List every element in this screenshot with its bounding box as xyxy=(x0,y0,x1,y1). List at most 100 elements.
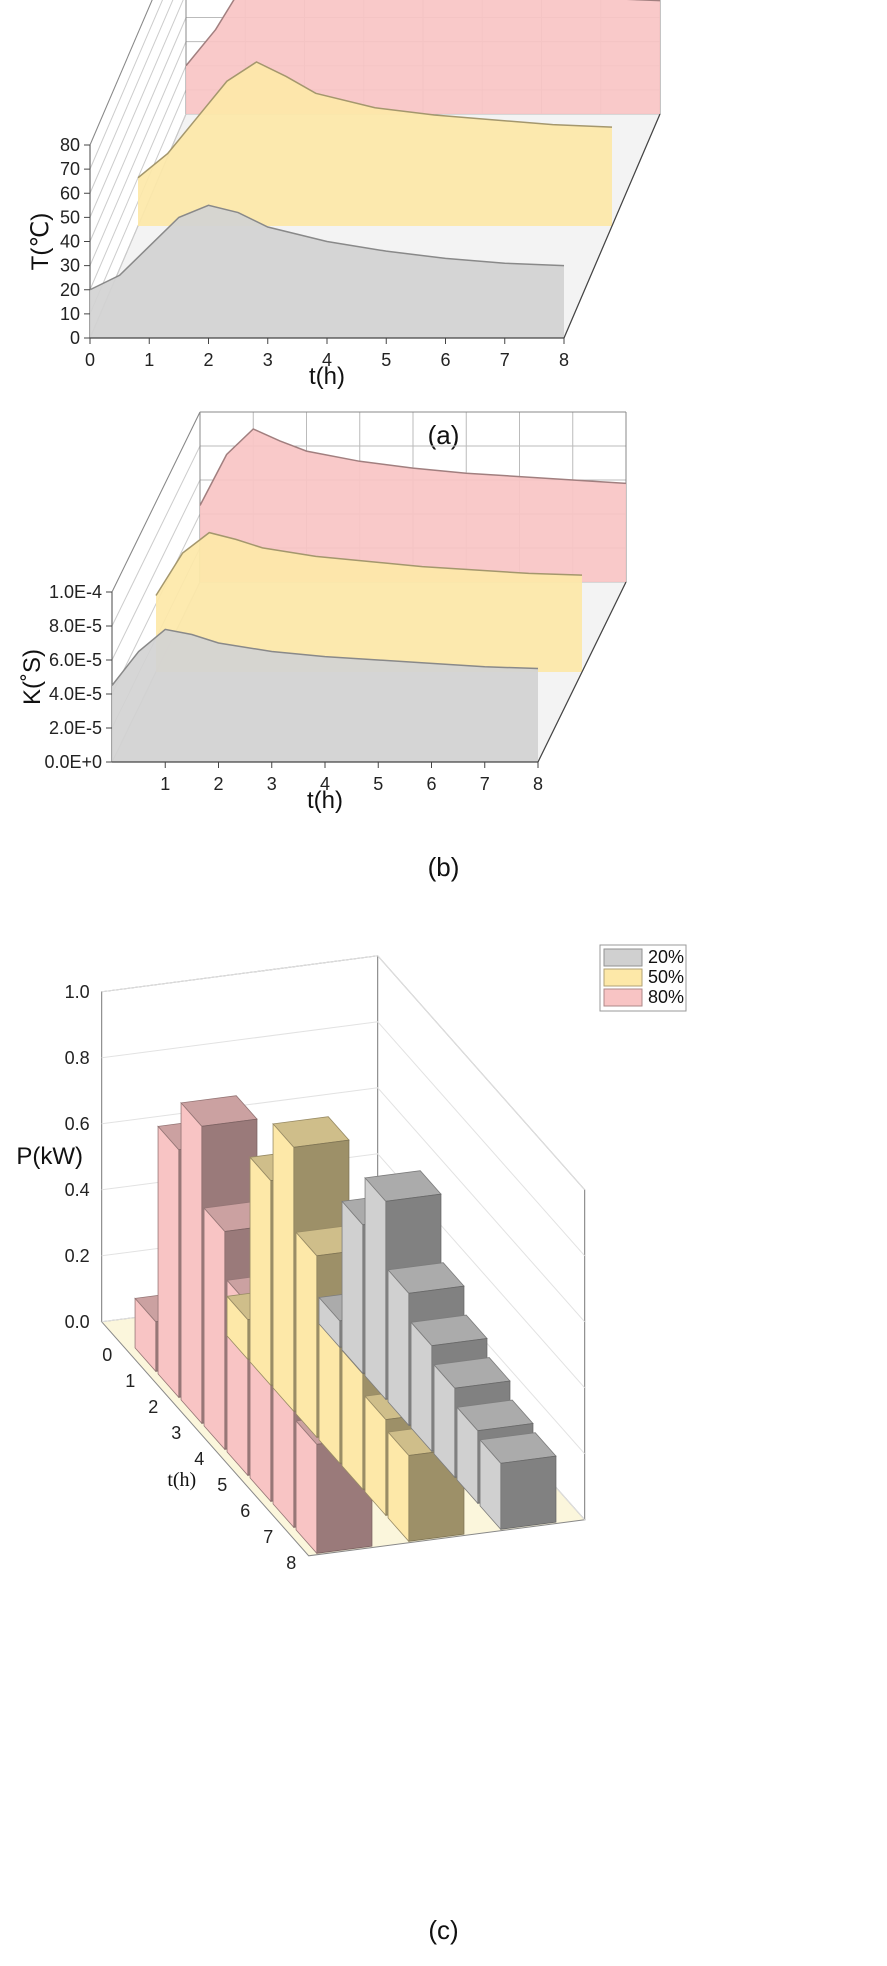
x-tick-label: 0 xyxy=(85,350,95,370)
y-tick-label: 70 xyxy=(60,159,80,179)
bar-20%-8 xyxy=(479,1438,502,1531)
y-tick-label: 1.0 xyxy=(65,982,90,1002)
y-tick-label: 60 xyxy=(60,183,80,203)
grid-line xyxy=(101,955,586,1191)
series-area-1 xyxy=(156,532,582,672)
y-tick-label: 0.0 xyxy=(65,1312,90,1332)
grid-line xyxy=(111,479,201,661)
x-tick-label: 3 xyxy=(171,1423,181,1443)
legend-label-80%: 80% xyxy=(648,987,684,1007)
y-tick-label: 0.6 xyxy=(65,1114,90,1134)
x-tick-label: 2 xyxy=(203,350,213,370)
series-area-2 xyxy=(186,0,660,114)
x-tick-label: 4 xyxy=(320,774,330,794)
x-tick-label: 3 xyxy=(263,350,273,370)
bar-50%-7 xyxy=(364,1395,387,1517)
grid-line xyxy=(89,17,187,242)
grid-line xyxy=(89,0,164,170)
series-area-0 xyxy=(90,205,564,338)
bar-20%-6 xyxy=(433,1363,456,1479)
y-tick-label: 8.0E-5 xyxy=(49,616,102,636)
y-tick-label: 80 xyxy=(60,135,80,155)
y-tick-label: 2.0E-5 xyxy=(49,718,102,738)
y-tick-label: 0.0E+0 xyxy=(44,752,102,772)
y-tick-label: 30 xyxy=(60,256,80,276)
legend-swatch-50% xyxy=(603,968,643,987)
legend-label-50%: 50% xyxy=(648,967,684,987)
y-tick-label: 4.0E-5 xyxy=(49,684,102,704)
series-line-0 xyxy=(111,628,539,686)
bar-50%-3 xyxy=(272,1122,295,1413)
bar-80%-3 xyxy=(180,1101,203,1425)
y-tick-label: 0.4 xyxy=(65,1180,90,1200)
bar-20%-7 xyxy=(456,1406,479,1505)
panel-b: 0.0E+0 2.0E-5 4.0E-5 6.0E-5 8.0E-5 1.0E-4 1 2 3 4… xyxy=(0,411,887,910)
y-tick-label: 6.0E-5 xyxy=(49,650,102,670)
x-tick-label: 4 xyxy=(322,350,332,370)
x-tick-label: 4 xyxy=(194,1449,204,1469)
y-tick-label: 1.0E-4 xyxy=(49,582,102,602)
grid-line xyxy=(101,1021,586,1257)
x-tick-label: 8 xyxy=(286,1553,296,1573)
y-tick-label: 40 xyxy=(60,232,80,252)
panel-a: 0 10 20 30 40 50 60 70 80 0 1 2 3 4 5 6 7 8 t(h) T(℃) (a) xyxy=(0,0,887,470)
x-tick-label: 2 xyxy=(213,774,223,794)
x-tick-label: 1 xyxy=(125,1371,135,1391)
y-tick-label: 10 xyxy=(60,304,80,324)
panel-c: 0.0 0.2 0.4 0.6 0.8 1.0 0 1 2 3 4 5 6 7 8 t(h) P(kW) 20% 5… xyxy=(0,930,887,1966)
depth-axis-line xyxy=(537,581,627,763)
y-axis-title: T(℃) xyxy=(27,213,54,271)
bar-side xyxy=(500,1455,557,1530)
x-tick-label: 1 xyxy=(160,774,170,794)
x-tick-label: 1 xyxy=(144,350,154,370)
grid-line xyxy=(89,41,187,266)
caption-c: (c) xyxy=(428,1915,459,1945)
series-area-0 xyxy=(112,629,538,762)
legend-swatch-80% xyxy=(603,988,643,1007)
bar-20%-4 xyxy=(387,1268,410,1427)
depth-axis-line xyxy=(563,113,661,339)
bar-50%-6 xyxy=(341,1349,364,1491)
x-tick-label: 3 xyxy=(267,774,277,794)
x-tick-label: 0 xyxy=(102,1345,112,1365)
series-line-0 xyxy=(89,204,565,291)
bar-80%-2 xyxy=(157,1125,180,1399)
legend-swatch-20% xyxy=(603,948,643,967)
x-axis-title: t(h) xyxy=(167,1469,196,1491)
bar-20%-2 xyxy=(341,1200,364,1375)
bar-50%-4 xyxy=(295,1231,318,1439)
bar-20%-3 xyxy=(364,1176,387,1401)
x-tick-label: 2 xyxy=(148,1397,158,1417)
bar-50%-2 xyxy=(249,1156,272,1387)
series-line-2 xyxy=(199,428,627,506)
x-tick-label: 6 xyxy=(440,350,450,370)
y-tick-label: 50 xyxy=(60,207,80,227)
y-tick-label: 0.2 xyxy=(65,1246,90,1266)
x-axis-title: t(h) xyxy=(309,363,345,390)
grid-line xyxy=(89,0,174,194)
legend-label-20%: 20% xyxy=(648,947,684,967)
y-axis-title: K(˚S) xyxy=(19,649,46,705)
y-tick-label: 0.8 xyxy=(65,1048,90,1068)
x-tick-label: 7 xyxy=(500,350,510,370)
caption-b: (b) xyxy=(427,852,460,882)
chart-a: 0 10 20 30 40 50 60 70 80 0 1 2 3 4 5 6 7 8 t(h) T(℃) xyxy=(27,0,661,390)
series-line-1 xyxy=(137,61,613,179)
bar-20%-5 xyxy=(410,1321,433,1453)
frame-edge xyxy=(111,411,201,593)
bar-80%-1 xyxy=(134,1297,157,1373)
x-tick-label: 5 xyxy=(217,1475,227,1495)
y-tick-label: 0 xyxy=(70,328,80,348)
x-tick-label: 6 xyxy=(240,1501,250,1521)
bar-80%-4 xyxy=(203,1207,226,1451)
bar-50%-8 xyxy=(387,1431,410,1543)
bar-50%-1 xyxy=(226,1295,249,1361)
y-tick-label: 20 xyxy=(60,280,80,300)
series-line-1 xyxy=(155,531,583,596)
x-tick-label: 7 xyxy=(480,774,490,794)
bar-80%-8 xyxy=(295,1419,318,1555)
grid-line xyxy=(111,445,201,627)
x-tick-label: 5 xyxy=(373,774,383,794)
frame-edge xyxy=(89,0,153,146)
